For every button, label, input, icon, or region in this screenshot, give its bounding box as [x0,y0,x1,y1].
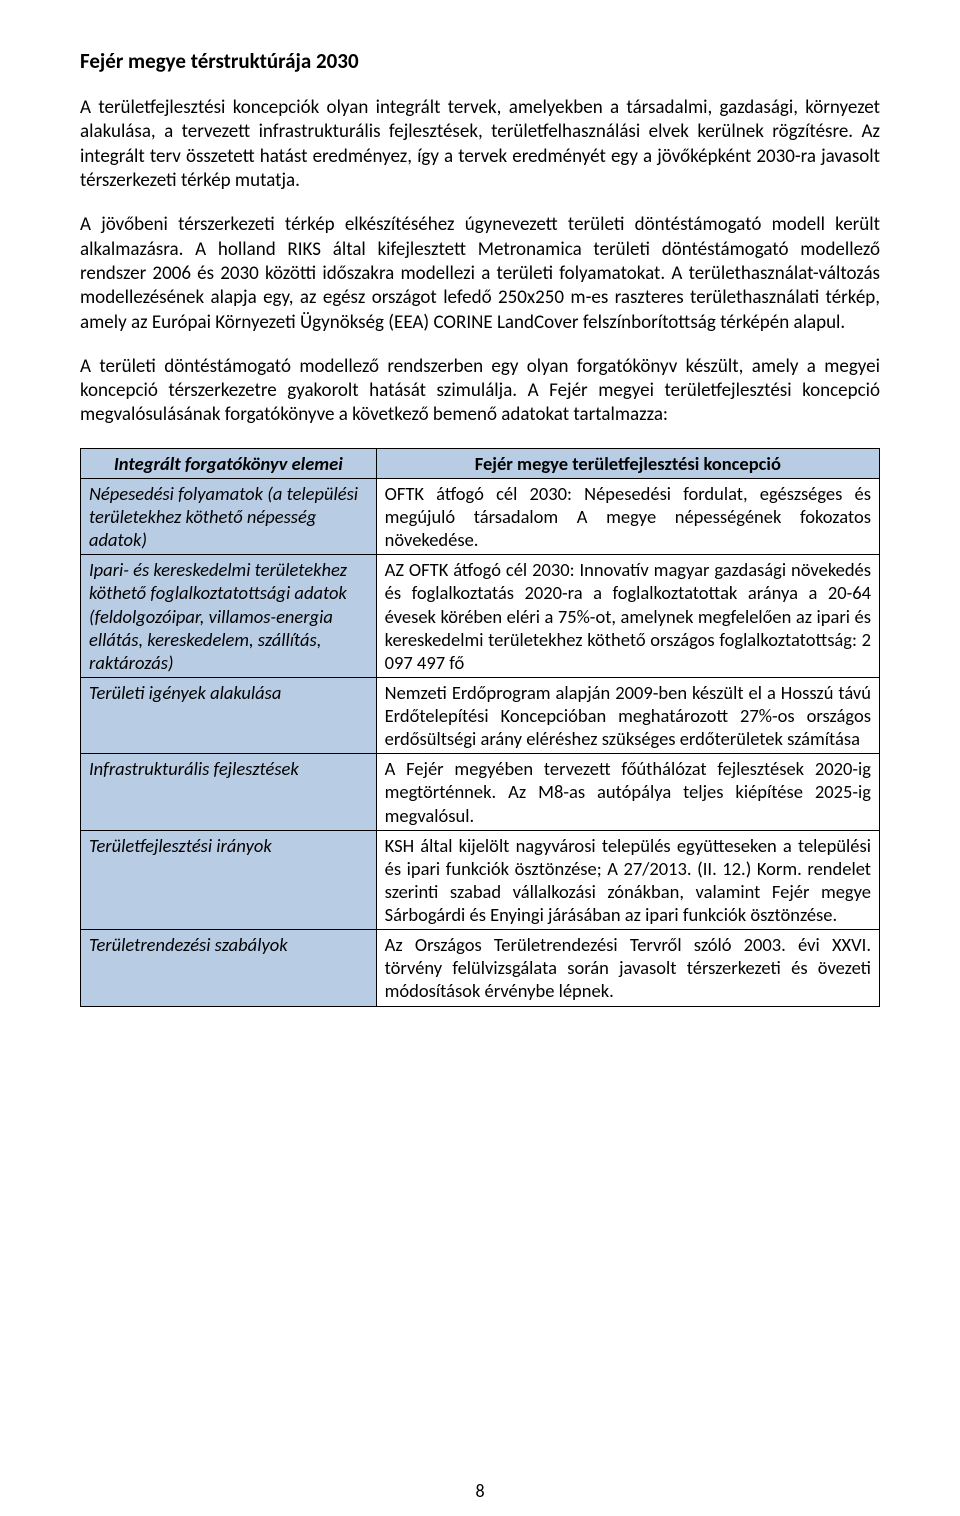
row-value: OFTK átfogó cél 2030: Népesedési fordula… [376,478,879,554]
table-header-right: Fejér megye területfejlesztési koncepció [376,448,879,478]
row-label: Népesedési folyamatok (a települési terü… [81,478,377,554]
row-label: Területrendezési szabályok [81,930,377,1006]
scenario-table: Integrált forgatókönyv elemei Fejér megy… [80,448,880,1007]
row-label: Ipari- és kereskedelmi területekhez köth… [81,555,377,678]
table-row: Infrastrukturális fejlesztések A Fejér m… [81,754,880,830]
row-label: Területfejlesztési irányok [81,830,377,930]
page-title: Fejér megye térstruktúrája 2030 [80,48,880,74]
table-header-left: Integrált forgatókönyv elemei [81,448,377,478]
row-label: Infrastrukturális fejlesztések [81,754,377,830]
table-row: Ipari- és kereskedelmi területekhez köth… [81,555,880,678]
paragraph-1: A területfejlesztési koncepciók olyan in… [80,96,880,193]
row-value: KSH által kijelölt nagyvárosi település … [376,830,879,930]
row-value: Nemzeti Erdőprogram alapján 2009-ben kés… [376,677,879,753]
table-row: Területi igények alakulása Nemzeti Erdőp… [81,677,880,753]
table-row: Területfejlesztési irányok KSH által kij… [81,830,880,930]
table-row: Területrendezési szabályok Az Országos T… [81,930,880,1006]
paragraph-3: A területi döntéstámogató modellező rend… [80,355,880,428]
row-value: AZ OFTK átfogó cél 2030: Innovatív magya… [376,555,879,678]
table-row: Népesedési folyamatok (a települési terü… [81,478,880,554]
paragraph-2: A jövőbeni térszerkezeti térkép elkészít… [80,213,880,335]
row-value: A Fejér megyében tervezett főúthálózat f… [376,754,879,830]
row-label: Területi igények alakulása [81,677,377,753]
row-value: Az Országos Területrendezési Tervről szó… [376,930,879,1006]
table-header-row: Integrált forgatókönyv elemei Fejér megy… [81,448,880,478]
page-number: 8 [0,1480,960,1502]
document-page: Fejér megye térstruktúrája 2030 A terüle… [0,0,960,1516]
